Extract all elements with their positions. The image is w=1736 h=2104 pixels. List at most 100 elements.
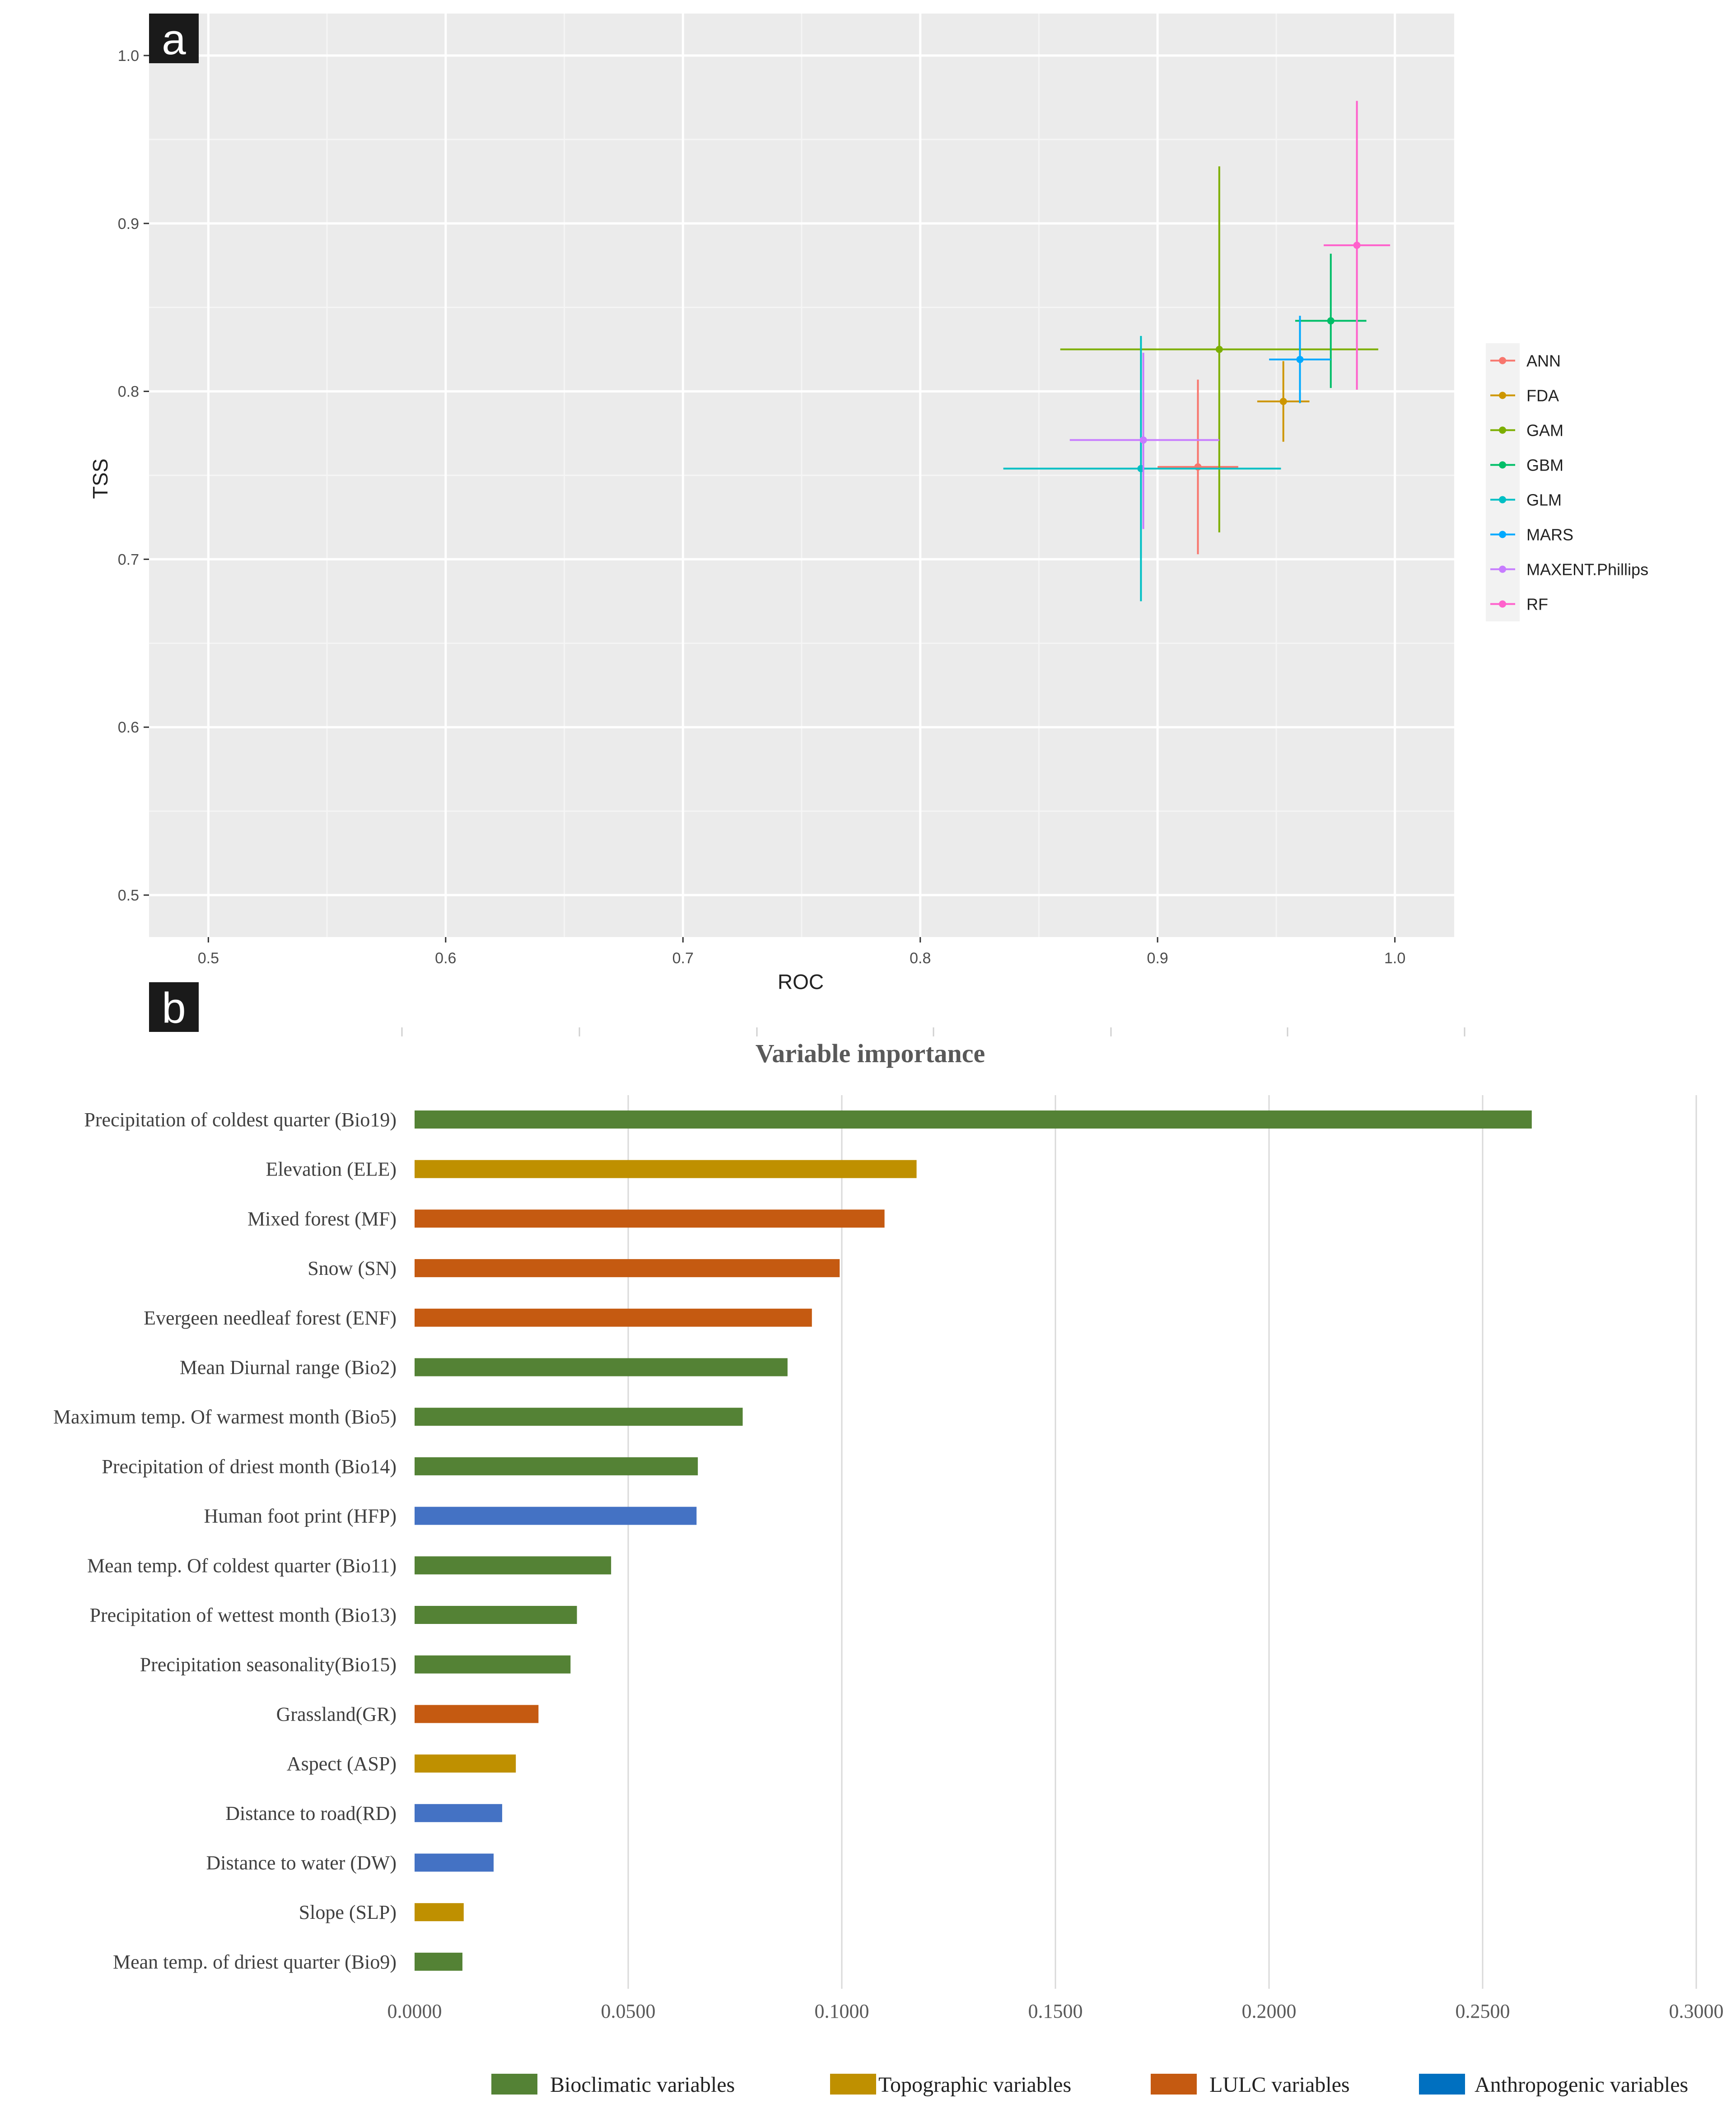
panel-b-legend: Bioclimatic variables Topographic variabl… [491, 2073, 1688, 2097]
legend-label-gbm: GBM [1526, 456, 1563, 475]
bar-evergeen-needleaf-forest-enf [415, 1308, 812, 1327]
legend-label-gam: GAM [1526, 421, 1563, 440]
panel-a-y-tick-label: 0.5 [118, 887, 139, 904]
legend-key-point-gam [1499, 426, 1506, 434]
bar-label-maximum-temp-of-warmest-month-bio5: Maximum temp. Of warmest month (Bio5) [53, 1406, 397, 1428]
panel-a-roc-tss-chart: 0.5 0.6 0.7 0.8 0.9 1.0 0.5 0.6 0.7 0.8 0.9 1.0 ANN… [89, 14, 1648, 994]
legend-label-mars: MARS [1526, 526, 1573, 544]
bar-distance-to-water-dw [415, 1853, 494, 1872]
bar-label-aspect-asp: Aspect (ASP) [287, 1753, 397, 1775]
series-rf [1324, 101, 1391, 390]
legend-key-point-gbm [1499, 461, 1506, 469]
bar-label-human-foot-print-hfp: Human foot print (HFP) [204, 1505, 397, 1527]
panel-b-x-tick-label: 0.0000 [387, 2000, 442, 2022]
bar-label-elevation-ele: Elevation (ELE) [266, 1158, 397, 1180]
panel-a-y-tick-label: 0.8 [118, 383, 139, 401]
panel-b-x-tick-label: 0.3000 [1669, 2000, 1724, 2022]
panel-a-y-tick-label: 0.7 [118, 551, 139, 568]
bar-label-mean-temp-of-driest-quarter-bio9: Mean temp. of driest quarter (Bio9) [113, 1951, 397, 1973]
bar-distance-to-road-rd [415, 1804, 502, 1822]
panel-a-label-box [149, 14, 199, 63]
legend-label-rf: RF [1526, 595, 1548, 614]
bar-precipitation-of-coldest-quarter-bio19 [415, 1110, 1532, 1129]
bar-slope-slp [415, 1903, 464, 1922]
panel-a-y-tick-label: 1.0 [118, 47, 139, 65]
series-gbm [1295, 253, 1367, 388]
bar-label-distance-to-water-dw: Distance to water (DW) [206, 1852, 397, 1874]
series-maxent-phillips [1069, 353, 1219, 529]
legend-label-lulc-variables: LULC variables [1209, 2073, 1350, 2097]
series-mars [1269, 316, 1331, 403]
panel-a-axes: 0.5 0.6 0.7 0.8 0.9 1.0 0.5 0.6 0.7 0.8 0.9 1.0 [118, 47, 1406, 967]
bar-label-distance-to-road-rd: Distance to road(RD) [225, 1802, 397, 1824]
bar-label-snow-sn: Snow (SN) [308, 1257, 397, 1279]
legend-label-bioclimatic-variables: Bioclimatic variables [550, 2073, 735, 2097]
panel-a-y-tick-label: 0.9 [118, 215, 139, 233]
point-mars [1296, 355, 1304, 363]
bar-snow-sn [415, 1259, 840, 1278]
bar-label-precipitation-of-driest-month-bio14: Precipitation of driest month (Bio14) [102, 1456, 397, 1478]
bar-mean-temp-of-coldest-quarter-bio11 [415, 1556, 611, 1575]
legend-label-ann: ANN [1526, 352, 1561, 370]
point-gbm [1327, 317, 1335, 325]
panel-b-title: Variable importance [756, 1039, 985, 1068]
panel-b-x-tick-label: 0.1500 [1028, 2000, 1083, 2022]
legend-label-glm: GLM [1526, 491, 1562, 509]
panel-a-marks [1003, 101, 1391, 602]
bar-label-evergeen-needleaf-forest-enf: Evergeen needleaf forest (ENF) [144, 1307, 397, 1329]
panel-b-label-box [149, 982, 199, 1032]
bar-label-slope-slp: Slope (SLP) [299, 1901, 397, 1923]
panel-a-y-axis-title: TSS [89, 458, 112, 499]
legend-swatch-topographic-variables [830, 2074, 876, 2095]
legend-label-fda: FDA [1526, 387, 1559, 405]
legend-swatch-anthropogenic-variables [1419, 2074, 1465, 2095]
legend-key-point-rf [1499, 600, 1506, 608]
panel-b-x-tick-labels: 0.0000 0.0500 0.1000 0.1500 0.2000 0.2500 0.30… [387, 2000, 1724, 2022]
legend-key-point-mars [1499, 531, 1506, 538]
bar-mixed-forest-mf [415, 1209, 885, 1228]
point-fda [1279, 397, 1287, 405]
bar-human-foot-print-hfp [415, 1507, 697, 1525]
bar-grassland-gr [415, 1705, 539, 1723]
series-gam [1060, 166, 1378, 532]
bar-elevation-ele [415, 1160, 917, 1178]
bar-mean-diurnal-range-bio2 [415, 1358, 788, 1376]
legend-label-maxent-phillips: MAXENT.Phillips [1526, 560, 1648, 579]
bar-label-precipitation-of-wettest-month-bio13: Precipitation of wettest month (Bio13) [90, 1604, 397, 1626]
bar-maximum-temp-of-warmest-month-bio5 [415, 1408, 743, 1426]
panel-a-y-tick-label: 0.6 [118, 719, 139, 736]
bar-label-precipitation-seasonality-bio15: Precipitation seasonality(Bio15) [140, 1654, 397, 1676]
panel-b-variable-importance-chart: b Variable importance Precipitation of c… [53, 982, 1724, 2097]
panel-b-x-tick-label: 0.2500 [1456, 2000, 1510, 2022]
bar-label-grassland-gr: Grassland(GR) [276, 1703, 397, 1725]
legend-key-point-maxent-phillips [1499, 565, 1506, 573]
legend-label-anthropogenic-variables: Anthropogenic variables [1475, 2073, 1688, 2097]
bar-label-mixed-forest-mf: Mixed forest (MF) [247, 1208, 397, 1230]
panel-a-x-axis-title: ROC [778, 970, 824, 994]
bar-label-precipitation-of-coldest-quarter-bio19: Precipitation of coldest quarter (Bio19) [84, 1109, 397, 1131]
bar-aspect-asp [415, 1754, 516, 1773]
panel-a-gridlines [149, 14, 1454, 937]
panel-b-top-ticks [401, 1027, 1465, 1036]
panel-b-gridlines [627, 1095, 1697, 1989]
bar-label-mean-diurnal-range-bio2: Mean Diurnal range (Bio2) [180, 1357, 397, 1379]
point-maxent-phillips [1139, 436, 1147, 444]
panel-a-x-tick-label: 0.5 [198, 950, 219, 967]
panel-a-x-tick-label: 0.9 [1147, 950, 1168, 967]
legend-label-topographic-variables: Topographic variables [878, 2073, 1071, 2097]
panel-a-label: a [162, 15, 186, 64]
bar-label-mean-temp-of-coldest-quarter-bio11: Mean temp. Of coldest quarter (Bio11) [87, 1554, 397, 1577]
legend-key-point-fda [1499, 392, 1506, 399]
bar-mean-temp-of-driest-quarter-bio9 [415, 1952, 462, 1971]
panel-b-x-tick-label: 0.0500 [601, 2000, 656, 2022]
panel-b-bars: Precipitation of coldest quarter (Bio19)… [53, 1109, 1532, 1973]
panel-a-legend-background [1486, 343, 1520, 621]
panel-a-x-tick-label: 0.8 [910, 950, 931, 967]
point-gam [1215, 345, 1223, 353]
legend-swatch-lulc-variables [1151, 2074, 1197, 2095]
legend-key-point-ann [1499, 357, 1506, 364]
panel-a-x-tick-label: 0.6 [435, 950, 456, 967]
panel-b-x-tick-label: 0.2000 [1242, 2000, 1297, 2022]
legend-key-point-glm [1499, 496, 1506, 504]
point-rf [1353, 242, 1361, 249]
